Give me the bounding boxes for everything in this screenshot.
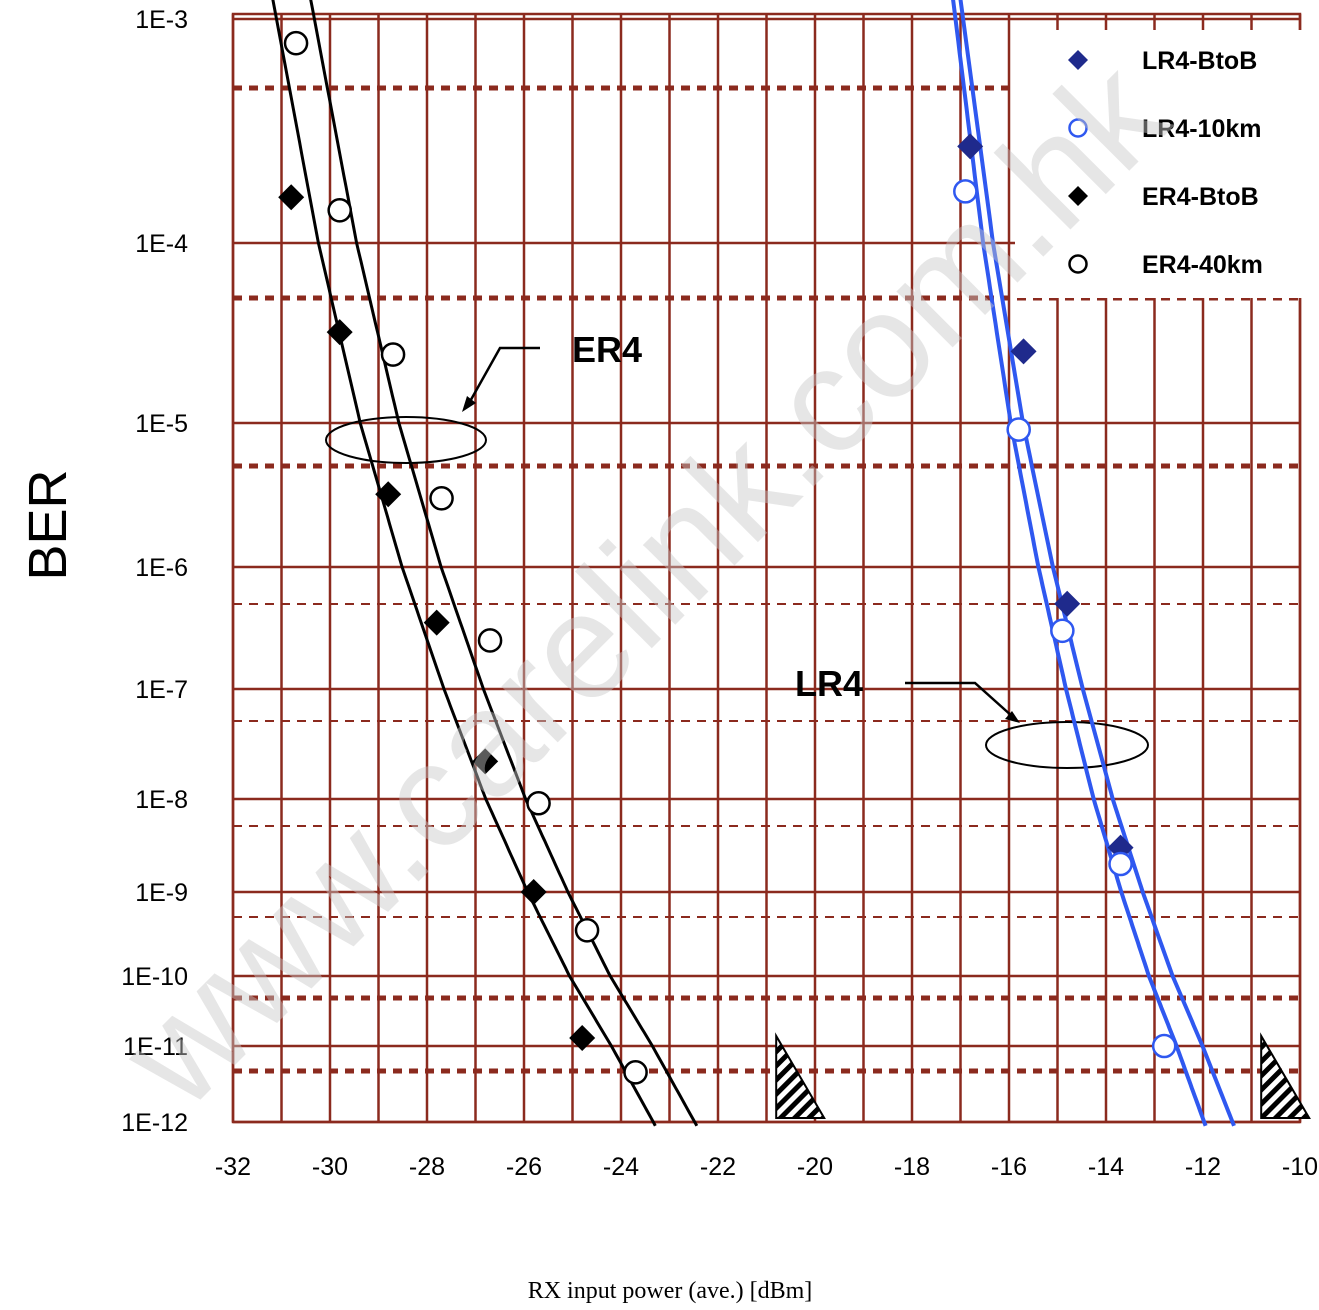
data-point-circle bbox=[1151, 1033, 1177, 1059]
data-point-circle bbox=[1006, 417, 1032, 442]
series-line bbox=[271, 0, 657, 1127]
data-point-circle bbox=[429, 485, 454, 511]
y-tick-label: 1E-4 bbox=[135, 230, 188, 258]
data-point-diamond bbox=[423, 609, 450, 636]
data-point-diamond bbox=[1054, 590, 1081, 617]
tick-labels: -32 -30 -28 -26 -24 -22 -20 -18 -16 -14 -12 -10 1E-3… bbox=[121, 6, 1318, 1181]
series-line bbox=[309, 0, 699, 1127]
x-axis-label: RX input power (ave.) [dBm] bbox=[528, 1278, 813, 1304]
data-point-diamond bbox=[569, 1025, 596, 1052]
y-tick-label: 1E-7 bbox=[135, 676, 188, 704]
data-point-diamond bbox=[472, 748, 499, 775]
x-tick-label: -20 bbox=[797, 1153, 833, 1181]
data-point-circle bbox=[1108, 851, 1133, 877]
series bbox=[271, 0, 1236, 1127]
data-point-diamond bbox=[957, 133, 984, 160]
data-point-diamond bbox=[278, 184, 305, 211]
legend-box bbox=[1015, 30, 1315, 298]
x-tick-label: -18 bbox=[894, 1153, 930, 1181]
x-tick-label: -16 bbox=[991, 1153, 1027, 1181]
series-line bbox=[951, 0, 1208, 1127]
x-tick-label: -28 bbox=[409, 1153, 445, 1181]
y-axis-label: BER bbox=[18, 469, 78, 580]
legend-label: ER4-BtoB bbox=[1142, 183, 1259, 211]
legend: LR4-BtoB LR4-10km ER4-BtoB ER4-40km bbox=[1015, 30, 1315, 298]
data-point-circle bbox=[1068, 118, 1088, 138]
data-point-diamond bbox=[1010, 338, 1037, 365]
x-tick-label: -32 bbox=[215, 1153, 251, 1181]
lr4-label: LR4 bbox=[795, 663, 863, 704]
y-tick-label: 1E-11 bbox=[123, 1033, 188, 1061]
hatch-triangle bbox=[775, 1032, 826, 1119]
x-tick-label: -10 bbox=[1282, 1153, 1318, 1181]
data-point-diamond bbox=[1068, 50, 1088, 70]
data-point-circle bbox=[953, 179, 978, 204]
er4-arrowhead bbox=[462, 396, 476, 412]
lr4-ellipse bbox=[985, 721, 1149, 769]
y-tick-label: 1E-6 bbox=[135, 554, 188, 582]
data-point-diamond bbox=[1068, 186, 1088, 206]
grid bbox=[231, 12, 1302, 1124]
er4-ellipse bbox=[325, 416, 487, 464]
watermark: www.carelink.com.hk bbox=[88, 28, 1198, 1138]
annotations: ER4 LR4 bbox=[325, 329, 1149, 769]
x-tick-label: -30 bbox=[312, 1153, 348, 1181]
data-point-circle bbox=[380, 342, 406, 367]
data-point-circle bbox=[574, 917, 600, 943]
x-tick-label: -26 bbox=[506, 1153, 542, 1181]
er4-leader bbox=[466, 346, 540, 406]
hatch-triangle bbox=[1260, 1032, 1311, 1119]
data-point-diamond bbox=[326, 319, 353, 346]
series-line bbox=[958, 0, 1236, 1127]
x-tick-label: -14 bbox=[1088, 1153, 1124, 1181]
data-point-circle bbox=[526, 790, 551, 816]
data-point-circle bbox=[623, 1060, 648, 1085]
y-tick-label: 1E-3 bbox=[135, 6, 188, 34]
er4-label: ER4 bbox=[572, 329, 642, 370]
y-tick-label: 1E-10 bbox=[121, 963, 188, 991]
data-point-diamond bbox=[520, 879, 547, 905]
data-point-circle bbox=[327, 197, 353, 223]
data-point-diamond bbox=[375, 481, 402, 508]
y-tick-label: 1E-9 bbox=[135, 879, 188, 907]
x-tick-label: -12 bbox=[1185, 1153, 1221, 1181]
legend-label: LR4-BtoB bbox=[1142, 47, 1257, 75]
x-tick-label: -22 bbox=[700, 1153, 736, 1181]
lr4-arrowhead bbox=[1005, 711, 1020, 723]
legend-label: LR4-10km bbox=[1142, 115, 1262, 143]
data-point-circle bbox=[1050, 618, 1075, 644]
y-tick-label: 1E-5 bbox=[135, 410, 188, 438]
data-point-circle bbox=[1068, 254, 1088, 274]
legend-label: ER4-40km bbox=[1142, 251, 1263, 279]
data-point-circle bbox=[477, 628, 503, 653]
y-tick-label: 1E-8 bbox=[135, 786, 188, 814]
y-tick-label: 1E-12 bbox=[121, 1109, 188, 1137]
hatch-markers bbox=[775, 1032, 1311, 1119]
lr4-leader bbox=[905, 681, 1014, 718]
data-point-circle bbox=[283, 30, 309, 56]
x-tick-label: -24 bbox=[603, 1153, 639, 1181]
